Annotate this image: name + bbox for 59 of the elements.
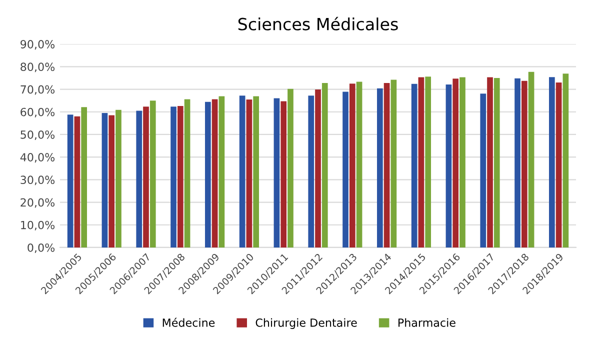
bar — [239, 96, 246, 248]
bar — [102, 113, 108, 248]
bar — [425, 76, 432, 248]
bar — [390, 80, 397, 248]
bar — [274, 98, 280, 248]
bar — [315, 89, 321, 248]
bar — [418, 77, 424, 248]
bar — [548, 77, 555, 248]
bar — [460, 77, 466, 248]
bar — [218, 96, 225, 248]
bar — [528, 72, 534, 248]
bar — [212, 99, 218, 248]
legend-label: Médecine — [162, 318, 215, 327]
chart-title: Sciences Médicales — [238, 16, 398, 30]
bar — [143, 106, 149, 248]
y-tick-label: 60,0% — [20, 108, 55, 118]
bar — [322, 82, 328, 248]
bar — [184, 99, 190, 248]
bar — [246, 99, 252, 248]
y-tick-label: 0,0% — [28, 243, 55, 253]
bar — [446, 84, 452, 248]
y-tick-label: 10,0% — [21, 220, 55, 230]
bar — [170, 106, 176, 248]
legend-label: Chirurgie Dentaire — [256, 318, 357, 329]
bar — [288, 88, 294, 248]
bar — [74, 116, 80, 248]
y-tick-label: 30,0% — [20, 176, 55, 186]
bar — [376, 88, 383, 248]
bar — [356, 82, 362, 248]
bar — [562, 74, 569, 248]
y-tick-label: 50,0% — [20, 130, 55, 140]
bar — [487, 77, 493, 248]
bar — [204, 102, 211, 248]
y-tick-label: 90,0% — [20, 40, 55, 50]
bar — [384, 82, 390, 248]
bar — [136, 110, 142, 248]
y-tick-label: 80,0% — [20, 62, 55, 72]
bar — [411, 84, 418, 248]
bar — [556, 82, 562, 248]
bar — [342, 92, 348, 248]
bar — [177, 106, 184, 248]
bar — [81, 107, 88, 248]
bar — [116, 110, 122, 248]
legend-label: Pharmacie — [398, 318, 456, 327]
bar — [108, 115, 115, 248]
bar — [349, 84, 356, 248]
bar — [67, 114, 74, 248]
bar — [480, 94, 486, 248]
y-tick-label: 40,0% — [20, 153, 55, 163]
y-tick-label: 70,0% — [20, 85, 55, 95]
bar — [253, 96, 260, 248]
bar — [494, 78, 500, 248]
bar — [514, 78, 520, 248]
bar — [308, 96, 314, 248]
bar — [150, 100, 156, 248]
y-tick-label: 20,0% — [20, 198, 55, 208]
bar — [521, 80, 528, 248]
bar — [280, 101, 287, 248]
bar — [452, 78, 459, 248]
